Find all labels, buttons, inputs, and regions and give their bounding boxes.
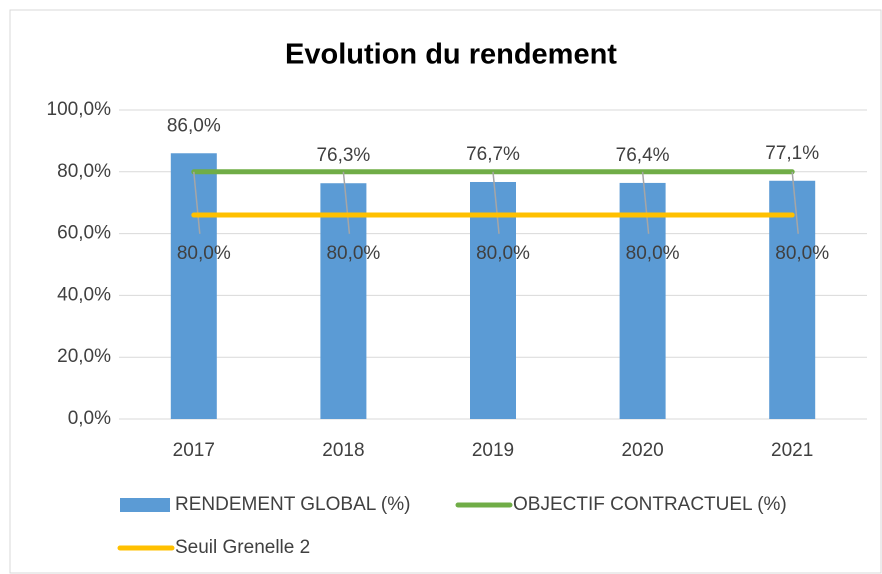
data-label: 76,7% xyxy=(466,144,520,165)
chart-title: Evolution du rendement xyxy=(285,39,617,71)
data-label: 80,0% xyxy=(626,243,680,264)
data-label: 80,0% xyxy=(326,243,380,264)
data-label: 76,3% xyxy=(316,145,370,166)
data-label: 80,0% xyxy=(177,243,231,264)
x-tick-label: 2018 xyxy=(322,440,364,461)
legend-label: RENDEMENT GLOBAL (%) xyxy=(175,494,410,515)
leader-line xyxy=(641,171,650,234)
bar xyxy=(170,153,217,419)
bar xyxy=(320,183,367,419)
x-tick-label: 2019 xyxy=(472,440,514,461)
leader-line xyxy=(193,171,201,234)
leader-line xyxy=(791,171,799,234)
data-label: 77,1% xyxy=(765,143,819,164)
legend-label: Seuil Grenelle 2 xyxy=(175,537,310,558)
data-label: 86,0% xyxy=(167,115,221,136)
y-tick-label: 80,0% xyxy=(57,161,111,182)
bar xyxy=(619,182,666,419)
legend-swatch xyxy=(120,498,170,512)
x-tick-label: 2020 xyxy=(621,440,663,461)
data-label: 76,4% xyxy=(616,145,670,166)
bar xyxy=(470,181,516,419)
y-tick-label: 60,0% xyxy=(57,223,111,244)
y-tick-label: 40,0% xyxy=(57,284,111,305)
data-label: 80,0% xyxy=(476,243,530,264)
y-tick-label: 100,0% xyxy=(47,99,112,120)
bar xyxy=(769,180,816,419)
leader-line xyxy=(492,171,500,234)
x-tick-label: 2017 xyxy=(173,440,215,461)
data-label: 80,0% xyxy=(775,243,829,264)
y-tick-label: 0,0% xyxy=(68,408,111,429)
legend-label: OBJECTIF CONTRACTUEL (%) xyxy=(513,494,787,515)
y-tick-label: 20,0% xyxy=(57,346,111,367)
leader-line xyxy=(342,171,351,234)
x-tick-label: 2021 xyxy=(771,440,813,461)
chart-border xyxy=(9,9,882,574)
